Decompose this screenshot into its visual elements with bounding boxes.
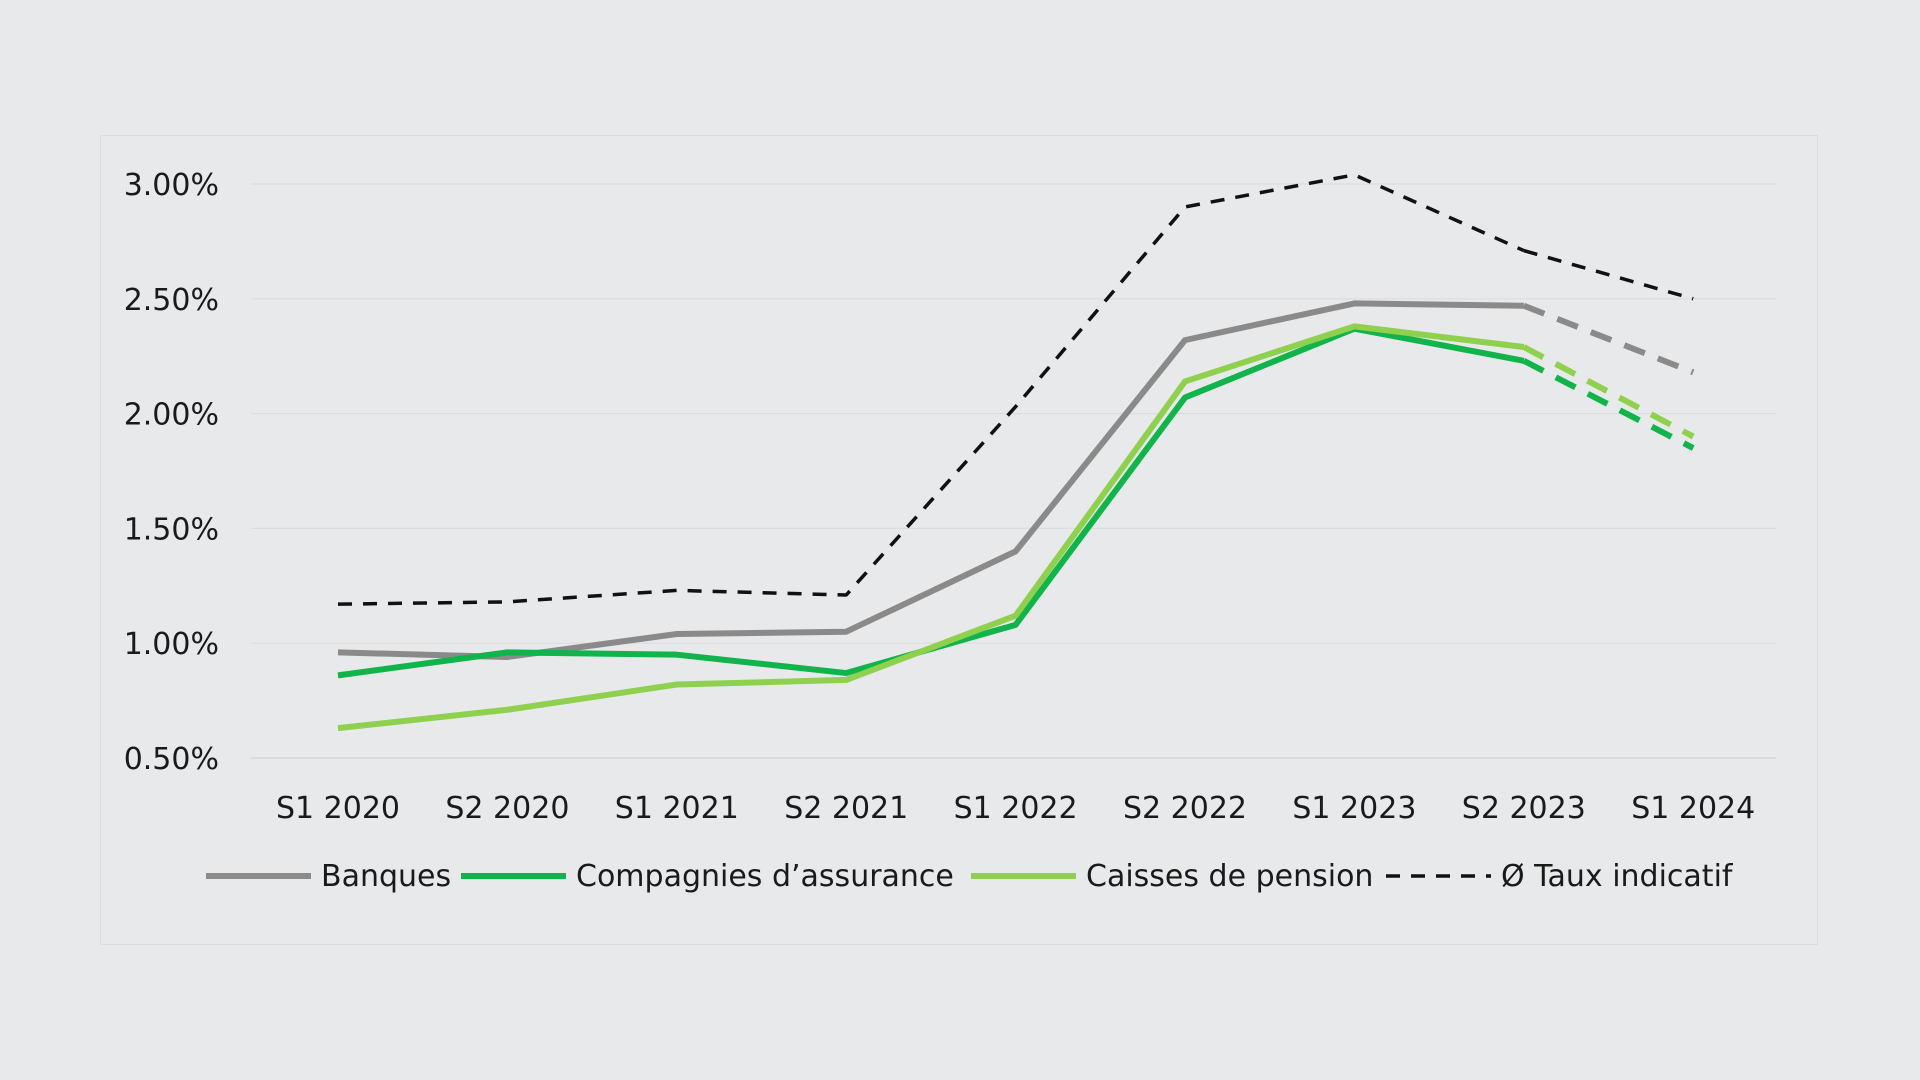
y-axis: 0.50% 1.00% 1.50% 2.00% 2.50% 3.00%: [124, 168, 219, 777]
series-line-projection: [1523, 248, 1694, 301]
chart-frame: 0.50% 1.00% 1.50% 2.00% 2.50% 3.00% S1 2020 S2…: [100, 135, 1818, 945]
y-tick-label: 1.50%: [124, 512, 219, 547]
y-tick-label: 0.50%: [124, 742, 219, 777]
series-line-projection: [1522, 344, 1695, 440]
y-tick-label: 2.50%: [124, 283, 219, 318]
x-tick-label: S1 2020: [276, 791, 400, 826]
x-tick-label: S2 2020: [445, 791, 569, 826]
gridlines: [251, 183, 1776, 759]
x-tick-label: S2 2023: [1462, 791, 1586, 826]
x-tick-label: S1 2021: [615, 791, 739, 826]
legend: Banques Compagnies d’assurance Caisses de …: [206, 859, 1734, 894]
x-tick-label: S1 2024: [1631, 791, 1755, 826]
series-2: [337, 323, 1695, 732]
series-lines: [337, 173, 1695, 732]
series-line: [337, 323, 1525, 732]
line-chart: 0.50% 1.00% 1.50% 2.00% 2.50% 3.00% S1 2020 S2…: [124, 168, 1776, 894]
x-axis: S1 2020 S2 2020 S1 2021 S2 2021 S1 2022 S2 20…: [276, 791, 1755, 826]
series-line-projection: [1522, 358, 1695, 451]
series-line: [337, 300, 1524, 660]
series-line: [337, 173, 1525, 606]
y-tick-label: 3.00%: [124, 168, 219, 203]
y-tick-label: 2.00%: [124, 398, 219, 433]
legend-label: Ø Taux indicatif: [1501, 859, 1734, 894]
y-tick-label: 1.00%: [124, 627, 219, 662]
series-3: [337, 173, 1694, 606]
series-1: [337, 325, 1695, 679]
legend-label: Banques: [321, 859, 451, 894]
x-tick-label: S2 2022: [1123, 791, 1247, 826]
x-tick-label: S2 2021: [784, 791, 908, 826]
x-tick-label: S1 2022: [954, 791, 1078, 826]
x-tick-label: S1 2023: [1292, 791, 1416, 826]
series-line-projection: [1522, 302, 1695, 376]
legend-label: Caisses de pension: [1086, 859, 1373, 894]
legend-label: Compagnies d’assurance: [576, 859, 954, 894]
